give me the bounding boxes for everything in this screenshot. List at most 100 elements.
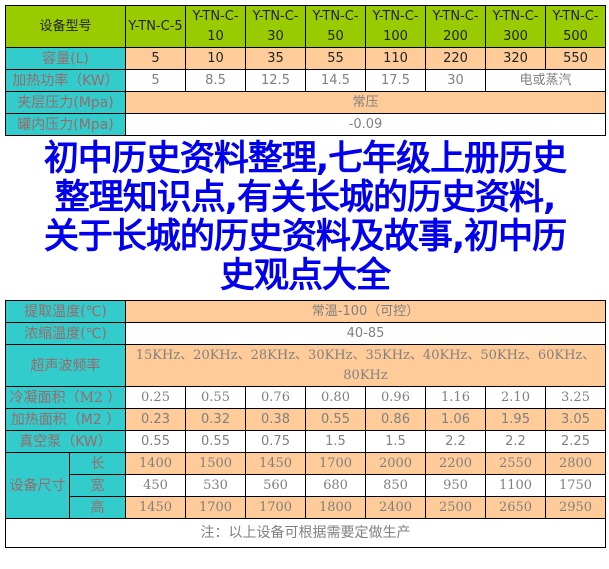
cell: 1.06 — [425, 408, 486, 431]
cell: 2200 — [425, 452, 486, 475]
spec-table-top: 设备型号 Y-TN-C-5 Y-TN-C-10 Y-TN-C-30 Y-TN-C… — [4, 5, 607, 136]
cell: 2650 — [485, 496, 546, 519]
cell: 2550 — [485, 452, 546, 475]
row-label: 夹层压力(Mpa) — [4, 91, 127, 114]
row-label: 容量(L) — [4, 47, 127, 70]
cell: 1500 — [185, 452, 246, 475]
row-label: 加热面积（M2 ） — [5, 408, 126, 431]
model-cell: Y-TN-C-200 — [425, 5, 487, 48]
cell: 2.10 — [485, 386, 546, 409]
cell: 1700 — [185, 496, 246, 519]
cell-merged: -0.09 — [125, 113, 607, 136]
cell: 0.86 — [365, 408, 426, 431]
model-cell: Y-TN-C-500 — [545, 5, 607, 48]
cell: 2400 — [365, 496, 426, 519]
cell: 2.2 — [485, 430, 546, 453]
cell: 35 — [245, 47, 307, 70]
cell: 14.5 — [305, 69, 367, 92]
extract-temp-row: 提取温度(℃) 常温-100（可控） — [5, 300, 607, 323]
header-label: 设备型号 — [4, 5, 127, 48]
cell: 850 — [365, 474, 426, 497]
cell: 0.76 — [245, 386, 306, 409]
cell: 1.5 — [305, 430, 366, 453]
cell: 110 — [365, 47, 427, 70]
cell: 550 — [545, 47, 607, 70]
cell: 0.23 — [125, 408, 186, 431]
cell: 5 — [125, 69, 187, 92]
cell: 0.55 — [305, 408, 366, 431]
cell-merged: 15KHz、20KHz、28KHz、30KHz、35KHz、40KHz、50KH… — [124, 344, 607, 387]
cell-merged: 40-85 — [124, 322, 607, 345]
length-row: 设备尺寸 长 1400 1500 1450 1700 2000 2200 255… — [5, 452, 607, 519]
note-row: 注：以上设备可根据需要定做生产 — [4, 518, 607, 548]
cell: 2.25 — [544, 430, 607, 453]
cell: 5 — [125, 47, 187, 70]
ultrasonic-row: 超声波频率 15KHz、20KHz、28KHz、30KHz、35KHz、40KH… — [5, 344, 607, 387]
cell: 530 — [185, 474, 246, 497]
cell: 10 — [185, 47, 247, 70]
cell: 17.5 — [365, 69, 427, 92]
width-row: 宽 450 530 560 680 850 950 1100 1750 — [6, 474, 607, 497]
cell: 950 — [425, 474, 486, 497]
dimensions-label: 设备尺寸 — [5, 452, 70, 519]
cell: 0.25 — [125, 386, 186, 409]
cell: 1750 — [544, 474, 607, 497]
cell: 560 — [245, 474, 306, 497]
cell: 0.96 — [365, 386, 426, 409]
model-cell: Y-TN-C-30 — [245, 5, 307, 48]
overlay-title-line: 关于长城的历史资料及故事,初中历 — [43, 217, 567, 257]
cell: 220 — [425, 47, 487, 70]
vacuum-pump-row: 真空泵（KW） 0.55 0.55 0.75 1.5 1.5 2.2 2.2 2… — [5, 430, 607, 453]
model-cell: Y-TN-C-10 — [185, 5, 247, 48]
tank-pressure-row: 罐内压力(Mpa) -0.09 — [4, 113, 607, 136]
model-cell: Y-TN-C-50 — [305, 5, 367, 48]
row-label: 提取温度(℃) — [5, 300, 126, 323]
cell: 2950 — [544, 496, 607, 519]
cell: 12.5 — [245, 69, 307, 92]
row-label: 冷凝面积（M2 ） — [5, 386, 126, 409]
cell: 0.38 — [245, 408, 306, 431]
spec-table-bottom: 提取温度(℃) 常温-100（可控） 浓缩温度(℃) 40-85 超声波频率 1… — [4, 300, 607, 548]
cell: 30 — [425, 69, 487, 92]
row-label: 浓缩温度(℃) — [5, 322, 126, 345]
power-row: 加热功率（KW） 5 8.5 12.5 14.5 17.5 30 电或蒸汽 — [4, 69, 607, 92]
cell-merged: 电或蒸汽 — [485, 69, 607, 92]
row-label: 宽 — [69, 474, 126, 497]
cell: 1700 — [305, 452, 366, 475]
height-row: 高 1450 1700 1700 1800 2400 2500 2650 295… — [6, 496, 607, 519]
concentrate-temp-row: 浓缩温度(℃) 40-85 — [5, 322, 607, 345]
overlay-title-line: 初中历史资料整理,七年级上册历史 — [43, 139, 567, 179]
overlay-title: 初中历史资料整理,七年级上册历史 整理知识点,有关长城的历史资料, 关于长城的历… — [5, 140, 605, 296]
overlay-title-line: 整理知识点,有关长城的历史资料, — [54, 178, 557, 218]
condenser-area-row: 冷凝面积（M2 ） 0.25 0.55 0.76 0.80 0.96 1.16 … — [5, 386, 607, 409]
row-label: 高 — [69, 496, 126, 519]
model-cell: Y-TN-C-5 — [125, 5, 187, 48]
model-cell: Y-TN-C-100 — [365, 5, 427, 48]
cell: 2500 — [425, 496, 486, 519]
cell: 1.16 — [425, 386, 486, 409]
cell: 1100 — [485, 474, 546, 497]
cell: 2.2 — [425, 430, 486, 453]
model-cell: Y-TN-C-300 — [485, 5, 547, 48]
cell: 0.55 — [185, 430, 246, 453]
cell: 1.95 — [485, 408, 546, 431]
cell: 55 — [305, 47, 367, 70]
cell: 2800 — [544, 452, 607, 475]
row-label: 长 — [69, 452, 126, 475]
cell: 1450 — [125, 496, 186, 519]
cell: 0.32 — [185, 408, 246, 431]
cell-merged: 常温-100（可控） — [124, 300, 607, 323]
cell: 320 — [485, 47, 547, 70]
header-row: 设备型号 Y-TN-C-5 Y-TN-C-10 Y-TN-C-30 Y-TN-C… — [4, 5, 607, 48]
cell: 1700 — [245, 496, 306, 519]
heating-area-row: 加热面积（M2 ） 0.23 0.32 0.38 0.55 0.86 1.06 … — [5, 408, 607, 431]
cell: 0.80 — [305, 386, 366, 409]
cell: 450 — [125, 474, 186, 497]
cell: 3.05 — [544, 408, 607, 431]
jacket-pressure-row: 夹层压力(Mpa) 常压 — [4, 91, 607, 114]
row-label: 加热功率（KW） — [4, 69, 127, 92]
cell: 3.25 — [544, 386, 607, 409]
cell: 0.55 — [125, 430, 186, 453]
page-content: 设备型号 Y-TN-C-5 Y-TN-C-10 Y-TN-C-30 Y-TN-C… — [4, 5, 607, 548]
cell: 1450 — [245, 452, 306, 475]
